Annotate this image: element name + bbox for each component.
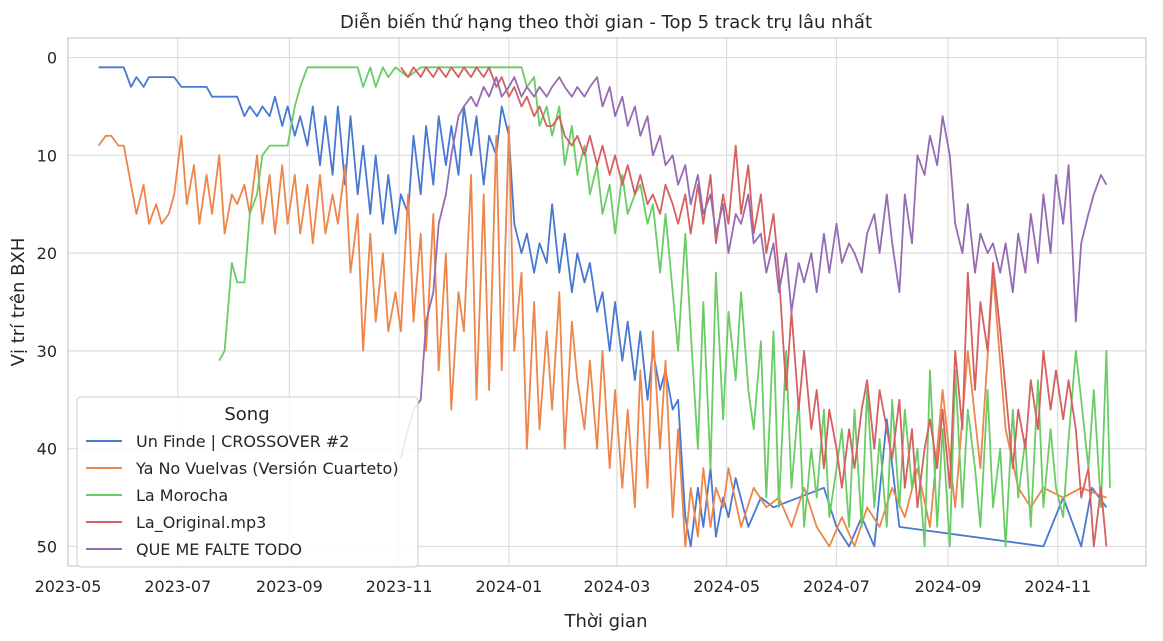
chart-title: Diễn biến thứ hạng theo thời gian - Top … (340, 12, 872, 33)
plot-frame (67, 37, 1147, 567)
y-tick-label: 0 (47, 49, 57, 68)
x-tick-label: 2024-01 (475, 577, 542, 596)
legend-box (76, 396, 419, 568)
legend-label: La Morocha (136, 486, 228, 505)
y-tick-label: 50 (37, 537, 57, 556)
y-tick-label: 40 (37, 440, 57, 459)
x-tick-label: 2023-07 (144, 577, 211, 596)
y-tick-label: 20 (37, 244, 57, 263)
y-axis-ticks: 0 10 20 30 40 50 (37, 49, 57, 557)
legend: Song Un Finde | CROSSOVER #2 Ya No Vuelva… (76, 396, 419, 568)
x-axis-label: Thời gian (563, 611, 647, 632)
x-tick-label: 2024-05 (693, 577, 760, 596)
series-line-1 (98, 66, 1108, 548)
x-tick-label: 2023-11 (366, 577, 433, 596)
x-tick-label: 2024-09 (915, 577, 982, 596)
y-tick-label: 30 (37, 342, 57, 361)
x-tick-label: 2024-03 (583, 577, 650, 596)
series-layer (97, 66, 1111, 548)
series-line-4 (400, 66, 1108, 548)
x-tick-label: 2024-07 (803, 577, 870, 596)
series-line-3 (218, 66, 1111, 548)
legend-label: La_Original.mp3 (136, 513, 266, 533)
legend-label: QUE ME FALTE TODO (136, 540, 302, 559)
legend-title: Song (224, 404, 269, 425)
legend-label: Un Finde | CROSSOVER #2 (136, 432, 349, 451)
x-axis-ticks: 2023-05 2023-07 2023-09 2023-11 2024-01 2024-… (35, 577, 1092, 596)
legend-entries: Un Finde | CROSSOVER #2 Ya No Vuelvas (Ve… (86, 432, 399, 559)
x-tick-label: 2023-09 (256, 577, 323, 596)
legend-label: Ya No Vuelvas (Versión Cuarteto) (135, 459, 399, 478)
series-line-5 (400, 76, 1108, 459)
x-tick-label: 2024-11 (1024, 577, 1091, 596)
x-tick-label: 2023-05 (35, 577, 102, 596)
y-axis-label: Vị trí trên BXH (8, 238, 29, 367)
y-tick-label: 10 (37, 146, 57, 165)
series-line-2 (97, 125, 1107, 548)
